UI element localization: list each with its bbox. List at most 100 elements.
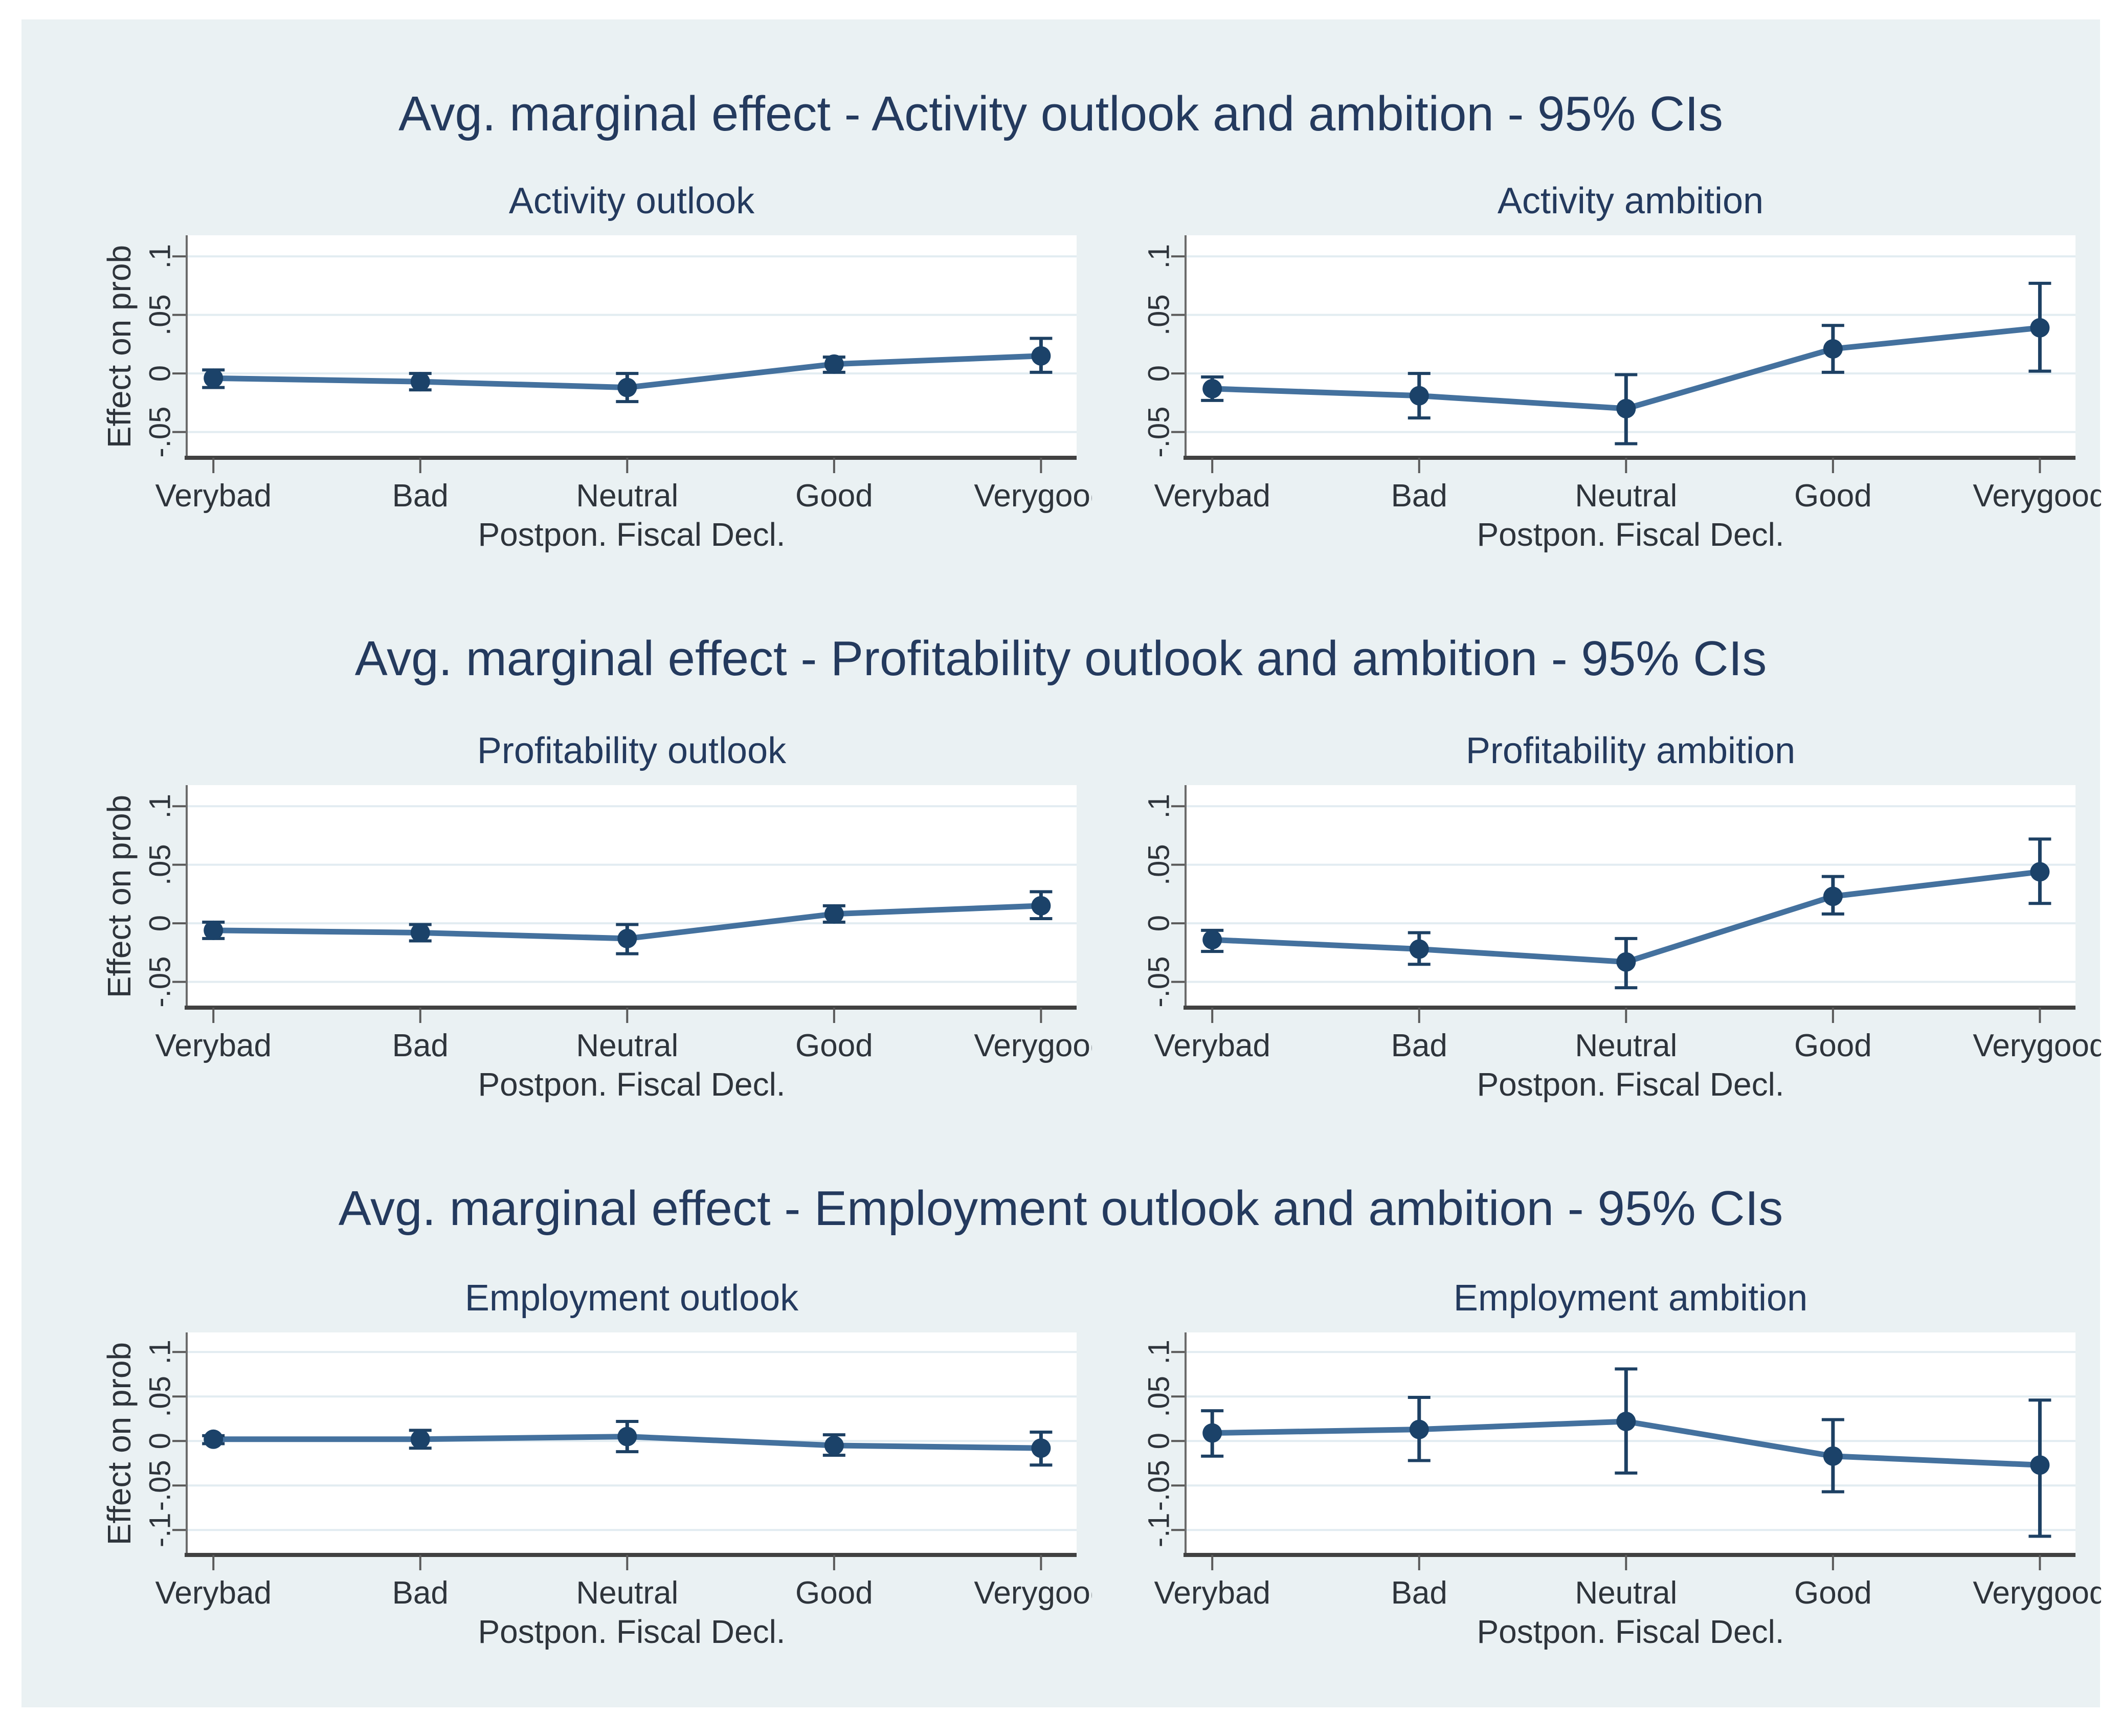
y-tick-label: -.05 — [144, 407, 177, 458]
data-point — [1616, 398, 1636, 418]
x-tick-label: Good — [795, 1028, 873, 1063]
data-point — [410, 1429, 430, 1449]
chart-activity-ambition: -.05 0 .05 .1 Verybad Bad Neutral Good Verygood P… — [1140, 171, 2102, 552]
plot-area — [187, 235, 1077, 458]
data-point — [1823, 886, 1843, 906]
x-tick-label: Good — [795, 478, 873, 514]
y-tick-label: .1 — [1143, 1340, 1176, 1364]
y-tick-label: -.05 — [144, 956, 177, 1008]
x-tick-label: Neutral — [576, 1028, 678, 1063]
chart-employment-ambition: -.1 -.05 0 .05 .1 Verybad Bad Neutral Good Verygo… — [1140, 1268, 2102, 1650]
data-point — [1031, 1438, 1051, 1458]
chart-svg-profitability-ambition: -.05 0 .05 .1 Verybad Bad Neutral Good Verygood P… — [1143, 730, 2102, 1102]
y-tick-label: -.05 — [1143, 956, 1176, 1008]
x-tick-label: Verygood — [1973, 1575, 2101, 1611]
chart-subtitle: Activity outlook — [509, 181, 755, 221]
y-axis-title: Effect on prob — [101, 1342, 138, 1545]
y-tick-label: -.1 — [144, 1512, 177, 1547]
x-tick-label: Neutral — [1575, 1028, 1677, 1063]
chart-subtitle: Activity ambition — [1498, 181, 1763, 221]
data-point — [1409, 1419, 1429, 1439]
y-tick-label: 0 — [144, 365, 177, 382]
data-point — [1202, 930, 1222, 950]
chart-subtitle: Employment ambition — [1454, 1278, 1807, 1319]
row-title-activity: Avg. marginal effect - Activity outlook … — [398, 86, 1723, 141]
x-tick-label: Verybad — [1154, 1028, 1270, 1063]
y-tick-label: .1 — [144, 244, 177, 269]
y-tick-label: -.1 — [1143, 1512, 1176, 1547]
x-tick-label: Verygood — [1973, 1028, 2101, 1063]
y-tick-label: .1 — [1143, 244, 1176, 269]
data-point — [2030, 318, 2050, 338]
x-tick-label: Bad — [392, 1028, 449, 1063]
x-tick-label: Neutral — [1575, 1575, 1677, 1611]
y-tick-label: 0 — [144, 1433, 177, 1449]
data-point — [2030, 862, 2050, 882]
data-point — [410, 923, 430, 943]
chart-svg-activity-ambition: -.05 0 .05 .1 Verybad Bad Neutral Good Verygood P… — [1143, 181, 2102, 552]
y-tick-label: .05 — [1143, 844, 1176, 885]
data-point — [410, 372, 430, 392]
chart-svg-activity-outlook: -.05 0 .05 .1 Verybad Bad Neutral Good Verygood P… — [101, 181, 1092, 552]
data-point — [204, 920, 224, 940]
y-tick-label: .1 — [144, 794, 177, 818]
data-point — [1031, 896, 1051, 916]
x-tick-label: Neutral — [576, 478, 678, 514]
y-tick-label: .1 — [1143, 794, 1176, 818]
data-point — [1409, 386, 1429, 406]
data-point — [1823, 339, 1843, 359]
y-tick-label: .05 — [1143, 294, 1176, 336]
x-tick-label: Verybad — [155, 1028, 272, 1063]
plot-area — [1186, 785, 2075, 1008]
data-point — [824, 354, 844, 374]
chart-svg-employment-outlook: -.1-.05 0 .05 .1 Verybad Bad Neutral Good Verygo… — [101, 1278, 1092, 1650]
x-axis-title: Postpon. Fiscal Decl. — [478, 1613, 785, 1650]
y-tick-label: 0 — [144, 915, 177, 931]
y-axis-title: Effect on prob — [101, 795, 138, 998]
x-tick-label: Bad — [392, 1575, 449, 1611]
plot-area — [1186, 235, 2075, 458]
x-tick-label: Verybad — [1154, 1575, 1270, 1611]
x-tick-label: Good — [1794, 1028, 1872, 1063]
x-tick-label: Verybad — [1154, 478, 1270, 514]
x-tick-label: Verygood — [974, 478, 1092, 514]
y-tick-label: .05 — [144, 844, 177, 885]
x-tick-label: Bad — [1391, 1575, 1447, 1611]
x-tick-label: Neutral — [576, 1575, 678, 1611]
y-tick-label: 0 — [1143, 915, 1176, 931]
data-point — [1616, 952, 1636, 972]
data-point — [1823, 1446, 1843, 1466]
data-point — [1031, 346, 1051, 366]
data-point — [617, 928, 637, 948]
y-tick-label: .1 — [144, 1340, 177, 1364]
data-point — [204, 1429, 224, 1449]
x-tick-label: Bad — [1391, 478, 1447, 514]
plot-area — [187, 785, 1077, 1008]
x-tick-label: Verybad — [155, 478, 272, 514]
chart-employment-outlook: -.1 -.05 0 .05 .1 Verybad Bad Neutral Good Verygo… — [49, 1268, 1092, 1650]
y-axis-title: Effect on prob — [101, 245, 138, 448]
x-tick-label: Good — [1794, 1575, 1872, 1611]
x-axis-title: Postpon. Fiscal Decl. — [478, 516, 785, 552]
data-point — [1616, 1412, 1636, 1431]
plot-area — [1186, 1332, 2075, 1555]
x-tick-label: Neutral — [1575, 478, 1677, 514]
x-axis-title: Postpon. Fiscal Decl. — [1477, 516, 1784, 552]
x-axis-title: Postpon. Fiscal Decl. — [1477, 1613, 1784, 1650]
x-tick-label: Verybad — [155, 1575, 272, 1611]
x-tick-label: Verygood — [1973, 478, 2101, 514]
chart-profitability-ambition: -.05 0 .05 .1 Verybad Bad Neutral Good Verygood P… — [1140, 721, 2102, 1102]
chart-svg-employment-ambition: -.1-.05 0 .05 .1 Verybad Bad Neutral Good Verygo… — [1143, 1278, 2102, 1650]
x-tick-label: Verygood — [974, 1575, 1092, 1611]
chart-profitability-outlook: -.05 0 .05 .1 Verybad Bad Neutral Good Verygood P… — [49, 721, 1092, 1102]
x-axis-title: Postpon. Fiscal Decl. — [1477, 1066, 1784, 1102]
data-point — [824, 904, 844, 924]
data-point — [204, 368, 224, 388]
y-tick-label: -.05 — [144, 1460, 177, 1511]
y-tick-label: -.05 — [1143, 1460, 1176, 1511]
x-tick-label: Good — [795, 1575, 873, 1611]
y-tick-label: .05 — [144, 1376, 177, 1417]
row-title-employment: Avg. marginal effect - Employment outloo… — [338, 1181, 1783, 1236]
chart-activity-outlook: -.05 0 .05 .1 Verybad Bad Neutral Good Verygood P… — [49, 171, 1092, 552]
